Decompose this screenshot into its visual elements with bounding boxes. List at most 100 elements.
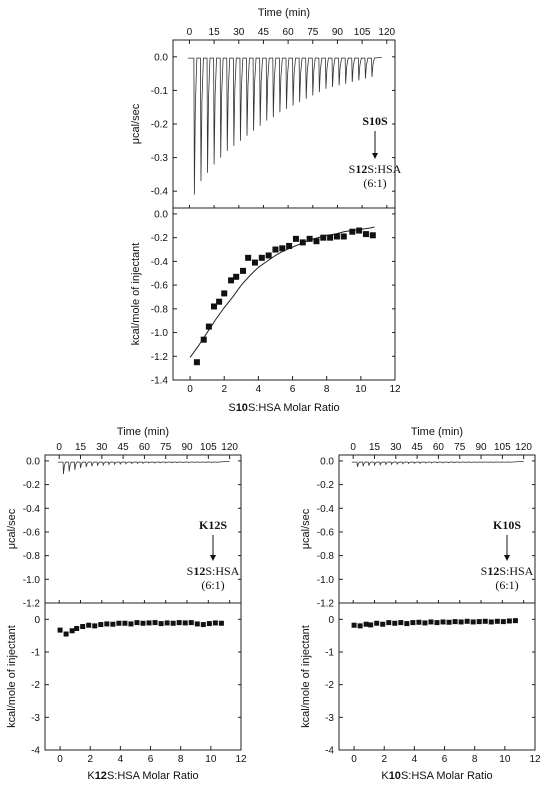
ratio-tick-label: 10 <box>499 754 511 765</box>
cell-solution-label-bold-part: 12 <box>355 162 367 176</box>
integrated-heat-point <box>368 622 374 628</box>
ratio-axis-title-bold-part: 12 <box>95 770 107 782</box>
power-axis-title: μcal/sec <box>6 508 18 549</box>
integrated-heat-point <box>392 620 398 626</box>
time-tick-label: 90 <box>332 27 344 38</box>
integrated-heat-point <box>134 620 140 626</box>
ratio-tick-label: 6 <box>148 754 154 765</box>
ratio-axis-title-part: K <box>87 770 95 782</box>
time-tick-label: 60 <box>139 442 151 453</box>
integrated-heat-point <box>128 621 134 627</box>
cell-solution-label-part: S:HSA <box>499 564 533 578</box>
cell-solution-label-part: S <box>349 162 356 176</box>
ratio-tick-label: 12 <box>529 754 541 765</box>
integrated-heat-point <box>69 628 75 634</box>
time-tick-label: 0 <box>56 442 62 453</box>
ratio-tick-label: 8 <box>324 384 330 395</box>
power-tick-label: -0.6 <box>23 527 41 538</box>
cell-solution-label-part: S:HSA <box>367 162 401 176</box>
integrated-heat-point <box>351 622 357 628</box>
ratio-axis-title-bold-part: 10 <box>389 770 401 782</box>
cell-solution-label-part: S <box>481 564 488 578</box>
integrated-heat-point <box>292 235 299 242</box>
heat-tick-label: -1.0 <box>151 328 169 339</box>
time-tick-label: 60 <box>283 27 295 38</box>
power-tick-label: 0.0 <box>26 456 40 467</box>
ratio-tick-label: 8 <box>472 754 478 765</box>
heat-tick-label: 0 <box>328 615 334 626</box>
integrated-heat-point <box>380 621 386 627</box>
heat-tick-label: -0.8 <box>151 304 169 315</box>
heat-tick-label: 0 <box>34 615 40 626</box>
heat-tick-label: -1.4 <box>151 376 169 387</box>
integrated-heat-point <box>313 238 320 245</box>
power-tick-label: -0.1 <box>151 86 169 97</box>
integrated-heat-point <box>320 234 327 241</box>
power-tick-label: -0.8 <box>317 551 335 562</box>
time-tick-label: 105 <box>200 442 217 453</box>
integrated-heat-point <box>164 620 170 626</box>
ratio-axis-title: K10S:HSA Molar Ratio <box>381 770 492 782</box>
time-axis-title: Time (min) <box>117 426 169 438</box>
integrated-heat-point <box>272 246 279 253</box>
integrated-heat-point <box>299 239 306 246</box>
molar-ratio-label: (6:1) <box>495 578 518 592</box>
integrated-heat-point <box>92 623 98 629</box>
time-tick-label: 45 <box>258 27 270 38</box>
integrated-heat-point <box>98 622 104 628</box>
titration-arrow-head <box>372 153 378 159</box>
integrated-heat-point <box>494 618 500 624</box>
integrated-heat-point <box>233 273 240 280</box>
integrated-heat-point <box>506 618 512 624</box>
cell-solution-label: S12S:HSA <box>187 564 240 578</box>
heat-tick-label: -3 <box>325 713 334 724</box>
ligand-label: S10S <box>362 114 388 128</box>
ratio-tick-label: 0 <box>187 384 193 395</box>
power-tick-label: -0.2 <box>151 120 169 131</box>
integrated-heat-point <box>216 298 223 305</box>
power-tick-label: -0.4 <box>151 187 169 198</box>
ratio-axis-title-part: S:HSA Molar Ratio <box>248 402 340 414</box>
integrated-heat-point <box>279 245 286 252</box>
integrated-heat-point <box>63 631 69 637</box>
integrated-heat-point <box>500 619 506 625</box>
heat-tick-label: -4 <box>31 746 40 757</box>
ratio-axis-title: K12S:HSA Molar Ratio <box>87 770 198 782</box>
heat-tick-label: -2 <box>31 680 40 691</box>
integrated-heat-point <box>245 254 252 261</box>
time-tick-label: 15 <box>369 442 381 453</box>
cell-solution-label: S12S:HSA <box>481 564 534 578</box>
time-tick-label: 45 <box>412 442 424 453</box>
power-tick-label: -0.2 <box>317 480 335 491</box>
integrated-heat-point <box>349 228 356 235</box>
ratio-tick-label: 6 <box>290 384 296 395</box>
integrated-heat-point <box>458 619 464 625</box>
thermogram-trace <box>187 56 382 195</box>
power-tick-label: -0.6 <box>317 527 335 538</box>
time-tick-label: 120 <box>515 442 532 453</box>
bottom-panel-frame <box>338 602 536 751</box>
time-tick-label: 0 <box>350 442 356 453</box>
ratio-tick-label: 4 <box>256 384 262 395</box>
ratio-tick-label: 2 <box>381 754 387 765</box>
power-tick-label: -1.2 <box>23 599 41 610</box>
ratio-tick-label: 2 <box>87 754 93 765</box>
time-axis-title: Time (min) <box>258 7 310 19</box>
time-tick-label: 30 <box>96 442 108 453</box>
power-axis-title: μcal/sec <box>300 508 312 549</box>
ratio-tick-label: 4 <box>412 754 418 765</box>
integrated-heat-point <box>182 620 188 626</box>
time-tick-label: 0 <box>187 27 193 38</box>
integrated-heat-point <box>140 620 146 626</box>
integrated-heat-point <box>374 620 380 626</box>
integrated-heat-point <box>512 618 518 624</box>
integrated-heat-point <box>386 620 392 626</box>
power-axis-title: μcal/sec <box>130 103 142 144</box>
power-tick-label: -0.4 <box>23 504 41 515</box>
ratio-axis-title: S10S:HSA Molar Ratio <box>228 402 339 414</box>
integrated-heat-point <box>363 621 369 627</box>
integrated-heat-point <box>286 242 293 249</box>
ratio-tick-label: 0 <box>351 754 357 765</box>
